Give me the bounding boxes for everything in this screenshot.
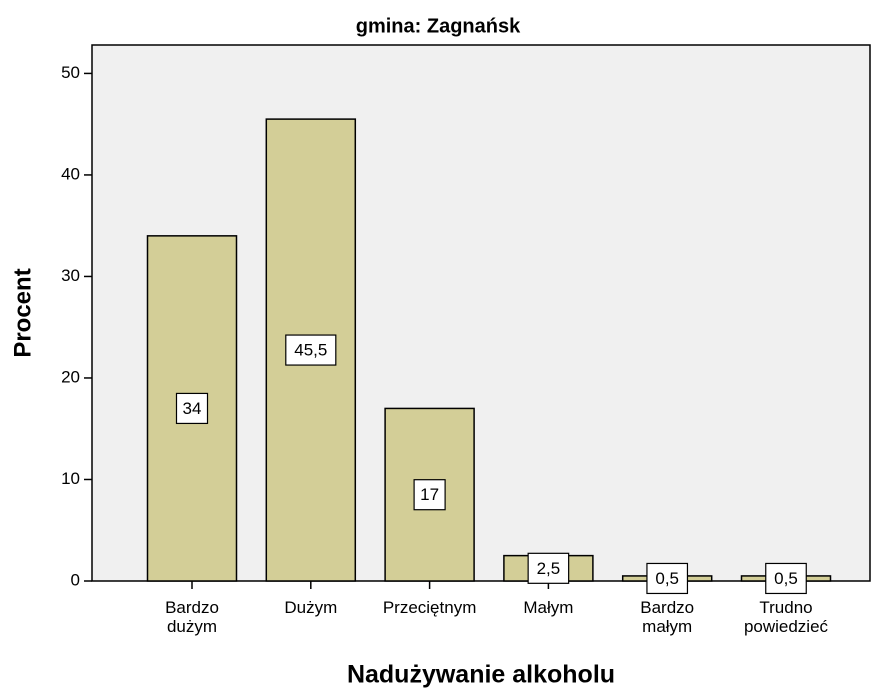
value-label-box [413, 479, 446, 511]
x-tick-label: Trudno powiedzieć [743, 598, 829, 636]
value-label: 0,5 [655, 569, 679, 588]
x-tick-label: Przeciętnym [382, 598, 477, 617]
x-tick-label: Bardzo dużym [165, 598, 219, 636]
value-label: 45,5 [294, 341, 327, 360]
y-axis-label: Procent [9, 268, 36, 357]
y-tick-label: 40 [61, 164, 80, 183]
y-tick-label: 30 [61, 266, 80, 285]
x-tick-label: Małym [523, 598, 574, 617]
value-label: 17 [420, 485, 439, 504]
value-label-box [646, 562, 689, 595]
y-tick-label: 10 [61, 469, 80, 488]
value-label-box [527, 552, 570, 584]
value-label-box [175, 392, 209, 425]
x-axis-label: Nadużywanie alkoholu [347, 661, 615, 689]
chart-title: gmina: Zagnańsk [356, 15, 521, 37]
y-tick-label: 20 [61, 367, 80, 386]
value-label-box [765, 562, 807, 595]
value-label: 0,5 [774, 569, 798, 588]
y-tick-label: 50 [61, 63, 80, 82]
x-tick-label: Dużym [284, 598, 338, 617]
value-label: 2,5 [537, 559, 561, 578]
value-label-box [285, 334, 337, 366]
y-tick-label: 0 [71, 570, 80, 589]
x-tick-label: Bardzo małym [640, 598, 695, 636]
value-label: 34 [183, 399, 202, 418]
